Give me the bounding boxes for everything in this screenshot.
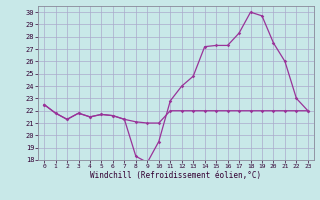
X-axis label: Windchill (Refroidissement éolien,°C): Windchill (Refroidissement éolien,°C): [91, 171, 261, 180]
